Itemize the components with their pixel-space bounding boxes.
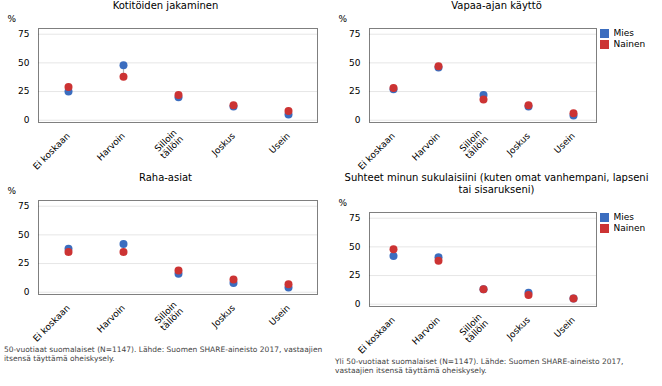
svg-text:0: 0 — [24, 115, 30, 125]
html-text:Nainen: Nainen — [613, 223, 646, 233]
svg-text:25: 25 — [18, 258, 29, 268]
svg-text:Ei koskaan: Ei koskaan — [31, 303, 72, 344]
svg-text:Harvoin: Harvoin — [95, 303, 127, 335]
svg-text:75: 75 — [349, 29, 360, 39]
svg-text:Joskus: Joskus — [504, 130, 532, 158]
html-text:Nainen: Nainen — [613, 39, 646, 49]
svg-text:Usein: Usein — [552, 131, 577, 156]
svg-text:Joskus: Joskus — [209, 130, 237, 158]
svg-text:%: % — [8, 186, 17, 196]
svg-text:%: % — [339, 198, 348, 208]
html-text:50-vuotiaat suomalaiset (N=114: 50-vuotiaat suomalaiset (N=1147). Lähde:… — [4, 345, 323, 363]
svg-text:75: 75 — [349, 213, 360, 223]
svg-text:Ei koskaan: Ei koskaan — [356, 315, 397, 356]
html-text:Suhteet minun sukulaisiini (ku: Suhteet minun sukulaisiini (kuten omat v… — [344, 172, 649, 195]
svg-text:Harvoin: Harvoin — [410, 131, 442, 163]
svg-text:0: 0 — [24, 287, 30, 297]
svg-text:%: % — [339, 14, 348, 24]
svg-text:50: 50 — [18, 58, 30, 68]
svg-text:Usein: Usein — [552, 315, 577, 340]
svg-text:Harvoin: Harvoin — [95, 131, 127, 163]
svg-text:Usein: Usein — [267, 131, 292, 156]
html-text:Mies: Mies — [613, 28, 634, 38]
svg-text:Joskus: Joskus — [209, 302, 237, 330]
svg-text:Sillointällöin: Sillointällöin — [457, 312, 490, 345]
svg-text:Sillointällöin: Sillointällöin — [457, 128, 490, 161]
svg-text:%: % — [8, 14, 17, 24]
svg-text:Joskus: Joskus — [504, 314, 532, 342]
html-text:Yli 50-vuotiaat suomalaiset (N: Yli 50-vuotiaat suomalaiset (N=1147). Lä… — [335, 357, 624, 375]
svg-text:Sillointällöin: Sillointällöin — [152, 128, 185, 161]
svg-text:50: 50 — [18, 230, 30, 240]
html-text:Raha-asiat: Raha-asiat — [138, 172, 192, 183]
html-text:Vapaa-ajan käyttö: Vapaa-ajan käyttö — [451, 0, 542, 11]
svg-text:25: 25 — [349, 86, 360, 96]
html-text:Kotitöiden jakaminen: Kotitöiden jakaminen — [112, 0, 219, 11]
svg-text:Sillointällöin: Sillointällöin — [152, 300, 185, 333]
svg-text:Harvoin: Harvoin — [410, 315, 442, 347]
svg-text:25: 25 — [349, 270, 360, 280]
svg-text:Ei koskaan: Ei koskaan — [31, 131, 72, 172]
svg-text:75: 75 — [18, 29, 29, 39]
svg-text:0: 0 — [355, 299, 361, 309]
svg-text:50: 50 — [349, 242, 361, 252]
svg-text:75: 75 — [18, 201, 29, 211]
svg-text:Usein: Usein — [267, 303, 292, 328]
svg-text:0: 0 — [355, 115, 361, 125]
svg-text:25: 25 — [18, 86, 29, 96]
html-text:Mies: Mies — [613, 212, 634, 222]
svg-text:Ei koskaan: Ei koskaan — [356, 131, 397, 172]
svg-text:50: 50 — [349, 58, 361, 68]
